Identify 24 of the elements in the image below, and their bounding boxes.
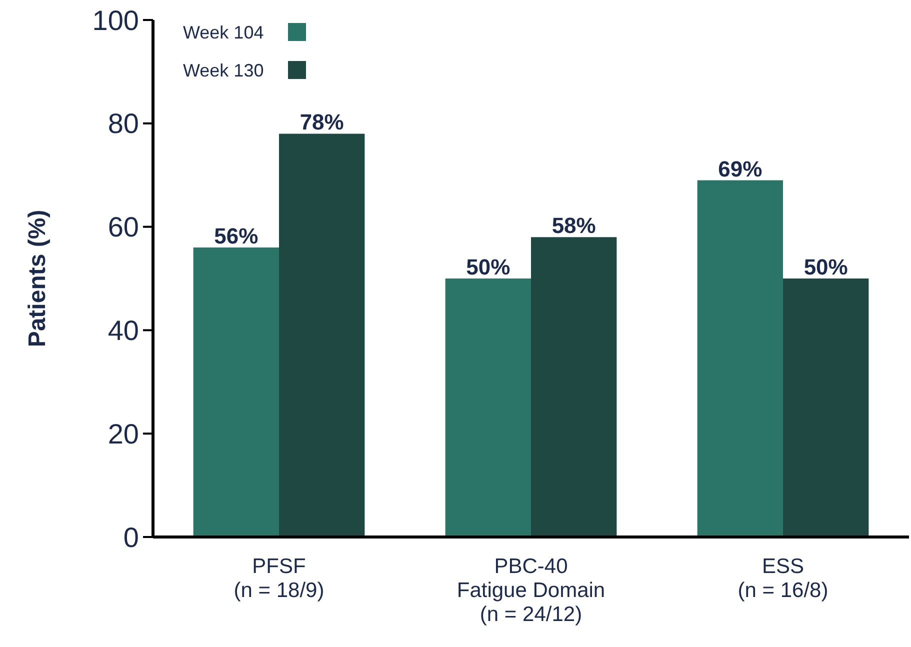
bar	[783, 278, 869, 537]
data-label: 58%	[552, 213, 596, 238]
legend-label: Week 104	[183, 22, 264, 42]
bar	[279, 134, 365, 537]
x-tick-label: PFSF (n = 18/9)	[234, 555, 324, 602]
data-label: 50%	[466, 254, 510, 280]
y-tick-label: 0	[123, 522, 139, 553]
legend-label: Week 130	[183, 60, 264, 80]
data-label: 69%	[718, 156, 762, 182]
y-tick-label: 60	[108, 212, 139, 243]
x-tick-label: ESS (n = 16/8)	[738, 555, 828, 602]
bar	[697, 180, 783, 537]
bar	[531, 237, 617, 537]
y-tick-label: 80	[108, 108, 139, 140]
bar	[193, 247, 279, 537]
y-tick-label: 40	[108, 315, 139, 346]
y-tick-label: 20	[108, 418, 139, 450]
y-tick-label: 100	[92, 4, 139, 36]
data-label: 56%	[214, 223, 258, 248]
data-label: 78%	[300, 110, 344, 135]
data-label: 50%	[804, 254, 848, 280]
bar	[445, 278, 531, 537]
y-axis-title: Patients (%)	[24, 210, 51, 348]
x-tick-label: PBC-40 Fatigue Domain (n = 24/12)	[456, 555, 606, 626]
